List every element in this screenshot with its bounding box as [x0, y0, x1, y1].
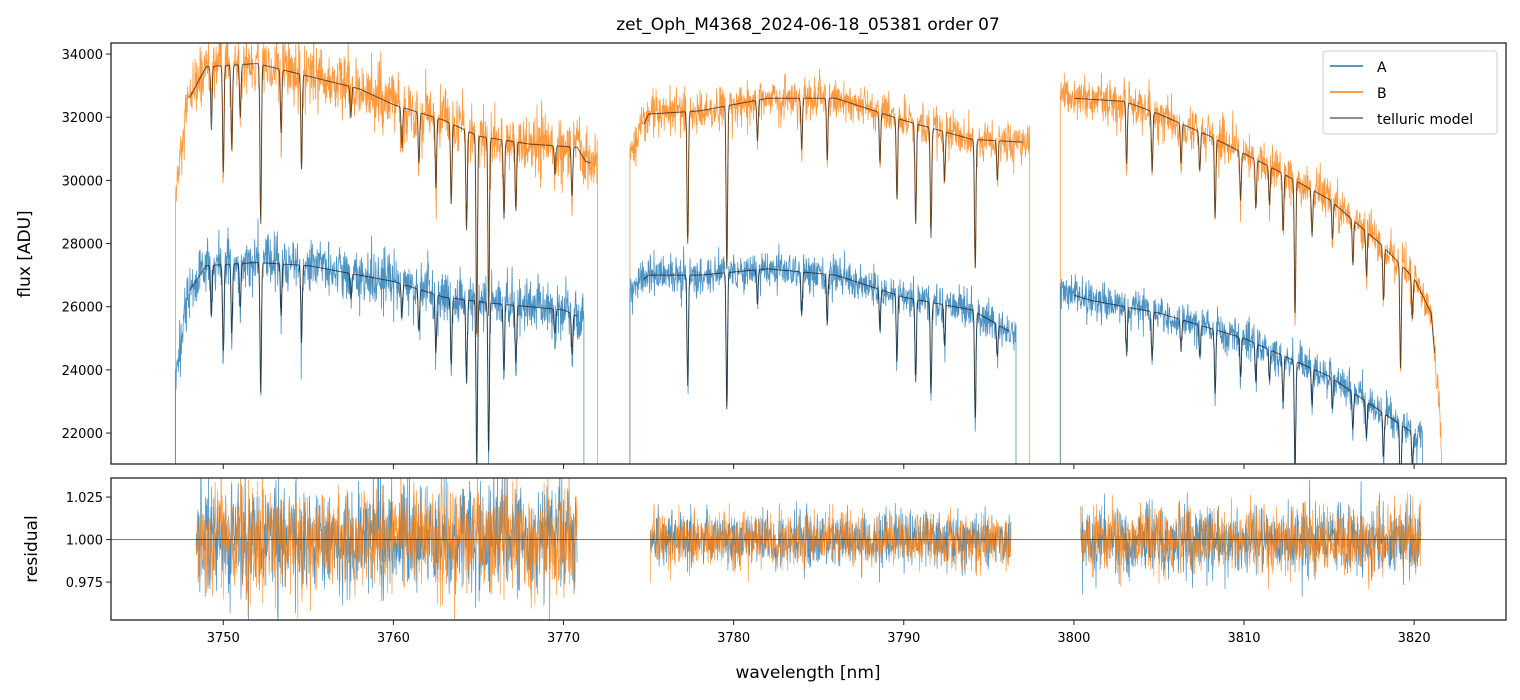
residual-b-segment-1 — [195, 478, 578, 620]
spectrum-a-segment-1 — [175, 218, 585, 464]
residual-panel-frame — [110, 477, 1507, 621]
top-panel-data — [175, 43, 1442, 464]
residual-panel-data — [111, 478, 1506, 620]
top-y-tick-label: 30000 — [62, 174, 103, 189]
residual-b-segment-2 — [649, 503, 1012, 584]
x-tick-label: 3820 — [1398, 631, 1431, 646]
top-y-tick-label: 24000 — [62, 364, 103, 379]
legend-label-b: B — [1377, 86, 1387, 102]
x-tick-label: 3760 — [377, 631, 410, 646]
residual-y-tick-label: 0.975 — [66, 576, 103, 591]
top-y-tick-label: 22000 — [62, 427, 103, 442]
telluric-model-a-segment-2 — [643, 268, 1010, 418]
telluric-model-b-segment-1 — [189, 62, 591, 334]
spectrum-b-segment-3 — [1059, 72, 1442, 464]
axis-ticks: 3750 3760 3770 3780 3790 3800 3810 3820 22000 240… — [62, 48, 1431, 646]
x-tick-label: 3790 — [887, 631, 920, 646]
x-axis-label: wavelength [nm] — [735, 663, 880, 683]
legend-label-a: A — [1377, 60, 1387, 76]
top-y-tick-label: 34000 — [62, 48, 103, 63]
telluric-model-a-segment-3 — [1074, 294, 1417, 464]
telluric-model-b-segment-3 — [1074, 97, 1435, 369]
telluric-model-a-segment-1 — [189, 262, 578, 464]
top-y-tick-label: 26000 — [62, 301, 103, 316]
residual-b-segment-3 — [1080, 492, 1422, 590]
x-tick-label: 3800 — [1057, 631, 1090, 646]
x-tick-label: 3780 — [717, 631, 750, 646]
spectrum-a-segment-2 — [629, 243, 1017, 464]
x-tick-label: 3770 — [547, 631, 580, 646]
telluric-model-b-segment-2 — [643, 97, 1023, 270]
top-y-tick-label: 28000 — [62, 238, 103, 253]
chart-title: zet_Oph_M4368_2024-06-18_05381 order 07 — [616, 15, 1000, 35]
legend-box — [1322, 50, 1498, 135]
spectrum-b-segment-1 — [175, 43, 598, 464]
top-y-axis-label: flux [ADU] — [15, 210, 35, 297]
legend-label-telluric-model: telluric model — [1377, 112, 1473, 128]
residual-y-tick-label: 1.025 — [66, 491, 103, 506]
top-panel-frame — [110, 42, 1507, 465]
top-y-tick-label: 32000 — [62, 111, 103, 126]
legend: A B telluric model — [1322, 50, 1498, 135]
x-tick-label: 3750 — [207, 631, 240, 646]
x-tick-label: 3810 — [1227, 631, 1260, 646]
residual-y-tick-label: 1.000 — [66, 534, 103, 549]
residual-y-axis-label: residual — [22, 515, 42, 582]
